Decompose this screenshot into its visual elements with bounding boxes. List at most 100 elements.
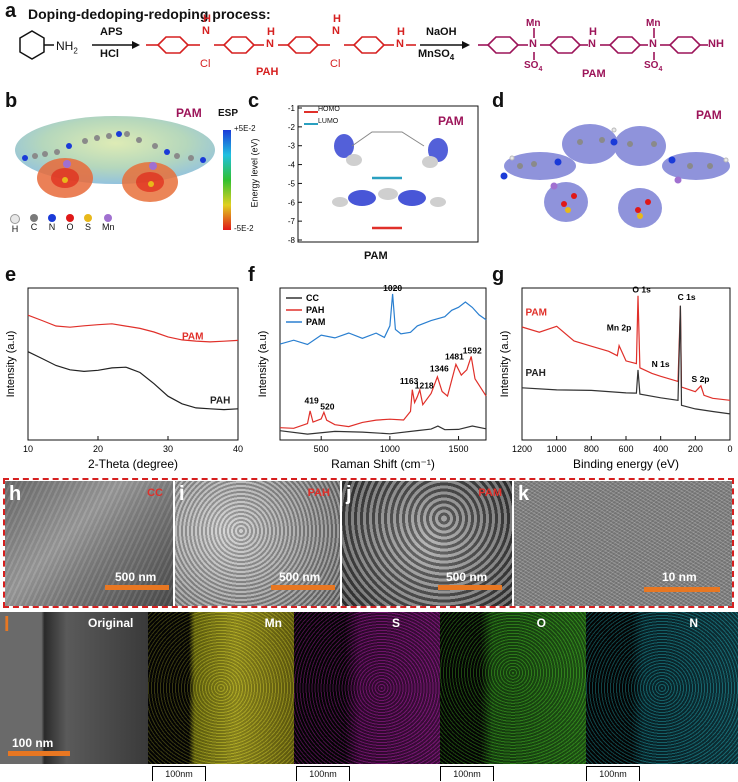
energy-xlabel: PAM (364, 250, 388, 262)
eds-original: l Original 100 nm (0, 612, 148, 764)
peak-annotation: N 1s (652, 359, 670, 369)
reactant-label: NH2 (56, 39, 78, 56)
charge-density-map (500, 124, 730, 228)
x-tick-label: 0 (727, 444, 732, 454)
energy-tick-label: -2 (288, 123, 296, 132)
panel-label-g: g (492, 264, 505, 286)
x-tick-label: 1500 (449, 444, 469, 454)
panel-b-tag: PAM (176, 106, 202, 120)
homo-orbital (332, 188, 446, 207)
panel-d-tag: PAM (696, 108, 722, 122)
peak-annotation: 1592 (463, 345, 482, 355)
scale-bar (438, 585, 502, 590)
scale-bar (271, 585, 335, 590)
pam-manganese-1: Mn (526, 18, 541, 29)
energy-tick-label: -5 (288, 179, 296, 188)
atom-legend: H C N O S Mn (10, 214, 115, 234)
energy-tick-label: -8 (288, 236, 296, 245)
eds-label-s: S (391, 616, 400, 630)
sem-tag-pah: PAH (307, 487, 330, 499)
y-axis-label: Intensity (a.u) (5, 331, 17, 398)
eds-map-n: N (586, 612, 738, 764)
peak-annotation: S 2p (692, 374, 710, 384)
panel-label-d: d (492, 90, 505, 112)
pah-chloride-1: Cl (200, 58, 211, 70)
sem-tag-cc: CC (147, 487, 163, 499)
xps-chart: 1200 1000 800 600 400 200 0 Binding energy (eV)… (499, 285, 733, 471)
panel-a-title: Doping-dedoping-redoping process: (28, 6, 271, 22)
series-label: PAM (182, 332, 203, 343)
legend-dot (10, 214, 20, 224)
eds-scale-bar-n: 100nm (586, 766, 640, 781)
legend-dot (104, 214, 113, 222)
xrd-chart: 10 20 30 40 2-Theta (degree) Intensity (a.u) P… (5, 287, 243, 471)
scale-label: 10 nm (662, 570, 697, 584)
scale-label: 500 nm (115, 570, 157, 584)
eds-scale-bar-mn: 100nm (152, 766, 206, 781)
panel-label-c: c (248, 90, 260, 112)
peak-annotation: 1020 (383, 283, 402, 293)
legend-dot (48, 214, 56, 222)
orbital-legend (304, 111, 318, 125)
panel-label-h: h (9, 483, 22, 505)
aniline-structure (19, 30, 54, 60)
step1-reagent-bottom: HCl (100, 48, 119, 60)
series-line-cc (279, 425, 487, 435)
eds-scale-bar-o: 100nm (440, 766, 494, 781)
panel-label-f: f (248, 264, 255, 286)
eds-label-n: N (689, 616, 698, 630)
panel-label-i: i (179, 483, 185, 505)
x-tick-label: 200 (688, 444, 703, 454)
x-tick-label: 10 (23, 444, 33, 454)
energy-tick-label: -4 (288, 161, 296, 170)
sem-image-pam: j PAM 500 nm (342, 481, 512, 606)
eds-label-o: O (536, 616, 546, 630)
lumo-orbital (334, 131, 448, 168)
sem-image-pah: i PAH 500 nm (175, 481, 340, 606)
scale-bar (8, 751, 70, 756)
x-tick-label: 800 (584, 444, 599, 454)
peak-annotation: 1218 (415, 380, 434, 390)
step1-reagent-top: APS (100, 26, 123, 38)
x-tick-label: 40 (233, 444, 243, 454)
energy-tick-label: -1 (288, 104, 296, 113)
sem-image-cc: h CC 500 nm (5, 481, 173, 606)
pam-structure (478, 28, 708, 60)
pam-nh-end: NH (708, 38, 724, 50)
pam-label: PAM (582, 68, 606, 80)
legend-homo: HOMO (318, 106, 340, 113)
eds-scale-bar-s: 100nm (296, 766, 350, 781)
series-label: PAM (525, 307, 546, 318)
peak-annotation: 1481 (445, 351, 464, 361)
energy-ylabel: Energy level (eV) (249, 138, 260, 208)
series-line-pah (279, 356, 487, 429)
pam-sulfate-2: SO4 (644, 60, 663, 73)
atom-legend-item: O (66, 214, 74, 234)
pah-label: PAH (256, 66, 279, 78)
scale-bar (644, 587, 720, 592)
x-tick-label: 20 (93, 444, 103, 454)
x-axis-label: Raman Shift (cm⁻¹) (331, 457, 435, 471)
pam-manganese-2: Mn (646, 18, 661, 29)
y-axis-label: Intensity (a.u) (257, 331, 269, 398)
eds-label-original: Original (88, 616, 134, 630)
esp-surface-map (15, 116, 231, 230)
x-axis-label: Binding energy (eV) (573, 457, 679, 471)
x-tick-label: 500 (314, 444, 329, 454)
legend-dot (66, 214, 74, 222)
plot-frame (27, 287, 239, 441)
pah-chloride-2: Cl (330, 58, 341, 70)
energy-tick-label: -7 (288, 217, 296, 226)
panel-label-a: a (5, 0, 17, 22)
peak-annotation: Mn 2p (607, 323, 632, 333)
series-line-pah (521, 305, 731, 415)
x-tick-label: 1000 (547, 444, 567, 454)
x-tick-label: 1200 (512, 444, 532, 454)
esp-title: ESP (218, 108, 239, 119)
step2-reagent-top: NaOH (426, 26, 457, 38)
series-label: PAH (210, 396, 230, 407)
pah-structure (146, 36, 416, 54)
energy-level-diagram: -1 -2 -3 -4 -5 -6 -7 -8 (288, 104, 479, 245)
